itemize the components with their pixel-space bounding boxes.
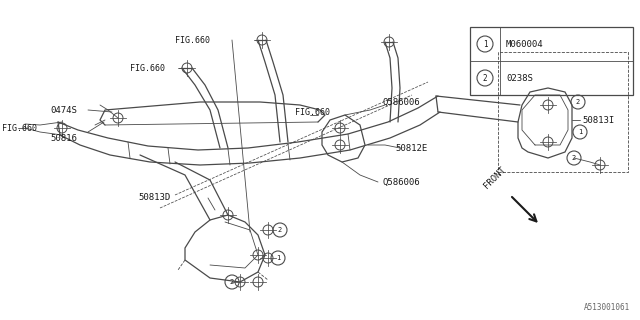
Text: 0238S: 0238S — [506, 74, 533, 83]
Text: Q586006: Q586006 — [382, 178, 420, 187]
Text: 1: 1 — [578, 129, 582, 135]
Text: FRONT: FRONT — [482, 164, 507, 190]
Text: FIG.660: FIG.660 — [130, 63, 165, 73]
Text: FIG.660: FIG.660 — [295, 108, 330, 116]
Text: 2: 2 — [483, 74, 487, 83]
Text: FIG.660: FIG.660 — [175, 36, 210, 44]
Text: Q586006: Q586006 — [382, 98, 420, 107]
Text: 2: 2 — [230, 279, 234, 285]
Text: 50812E: 50812E — [395, 143, 428, 153]
Text: M060004: M060004 — [506, 39, 543, 49]
Text: 2: 2 — [576, 99, 580, 105]
Text: 2: 2 — [278, 227, 282, 233]
Text: 0474S: 0474S — [50, 106, 77, 115]
Text: 50816: 50816 — [50, 133, 77, 142]
Text: 50813I: 50813I — [582, 116, 614, 124]
Text: 1: 1 — [276, 255, 280, 261]
Bar — [470, 27, 633, 95]
Text: A513001061: A513001061 — [584, 303, 630, 312]
Text: 1: 1 — [483, 39, 487, 49]
Text: 2: 2 — [572, 155, 576, 161]
Text: FIG.660: FIG.660 — [2, 124, 37, 132]
Text: 50813D: 50813D — [138, 193, 170, 202]
